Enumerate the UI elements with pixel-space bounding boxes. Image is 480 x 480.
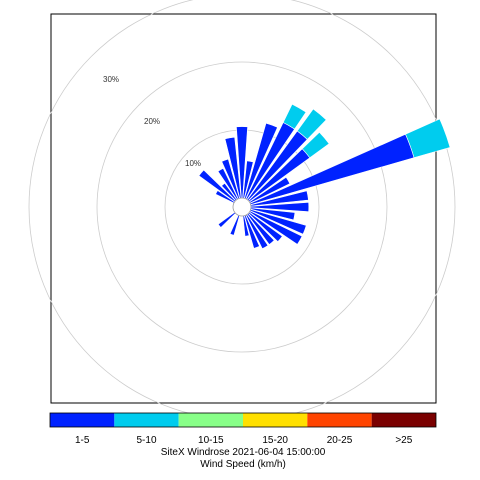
legend-bar-border xyxy=(49,412,437,428)
wedge-30-bin-5-10 xyxy=(282,103,307,130)
grid-ring-20 xyxy=(96,61,388,353)
legend-label-15-20: 15-20 xyxy=(262,435,288,446)
legend-label-20-25: 20-25 xyxy=(327,435,353,446)
legend-label-5-10: 5-10 xyxy=(136,435,156,446)
legend-swatch-5-10 xyxy=(114,413,179,427)
ring-labels: 10% 20% 30% xyxy=(103,75,201,168)
speed-legend-labels: 1-5 5-10 10-15 15-20 20-25 >25 xyxy=(75,435,413,446)
wedge-70-bin-5-10 xyxy=(405,118,451,159)
legend-swatch-1-5 xyxy=(50,413,115,427)
legend-swatch-20-25 xyxy=(307,413,372,427)
chart-title: SiteX Windrose 2021-06-04 15:00:00 xyxy=(161,447,326,458)
legend-swatch-15-20 xyxy=(243,413,308,427)
calm-center-circle xyxy=(232,197,252,217)
wedge-40-bin-5-10 xyxy=(296,108,327,140)
plot-panel-border xyxy=(50,13,437,404)
ring-label-30: 30% xyxy=(103,75,119,84)
ring-label-10: 10% xyxy=(185,159,201,168)
wedge-50-bin-5-10 xyxy=(301,131,330,159)
legend-swatch-10-15 xyxy=(178,413,243,427)
windrose-wedges xyxy=(198,103,451,250)
speed-legend-bar xyxy=(49,412,437,428)
legend-title: Wind Speed (km/h) xyxy=(200,459,286,470)
legend-label->25: >25 xyxy=(395,435,412,446)
ring-label-20: 20% xyxy=(144,117,160,126)
legend-label-10-15: 10-15 xyxy=(198,435,224,446)
legend-swatch->25 xyxy=(371,413,436,427)
legend-label-1-5: 1-5 xyxy=(75,435,90,446)
